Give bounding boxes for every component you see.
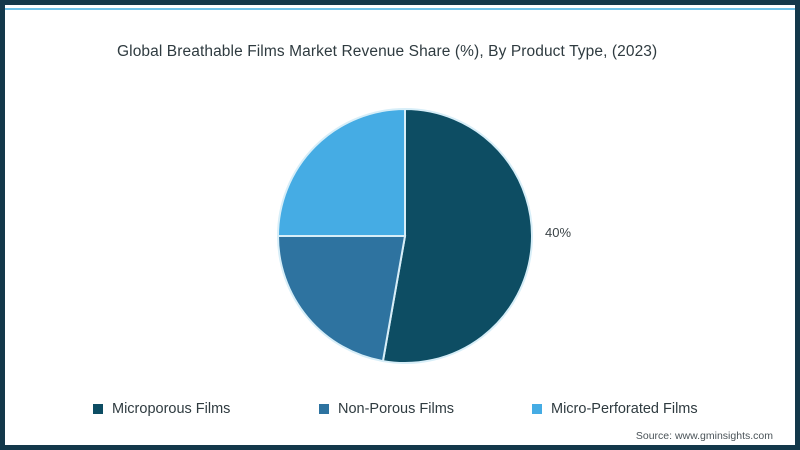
chart-legend: Microporous Films Non-Porous Films Micro…	[5, 401, 795, 421]
page-title: Global Breathable Films Market Revenue S…	[117, 43, 658, 60]
legend-item-label: Non-Porous Films	[338, 401, 455, 417]
source-attribution: Source: www.gminsights.com	[635, 430, 773, 442]
pie-chart	[5, 5, 795, 445]
slice-data-label-microporous: 40%	[545, 225, 572, 240]
legend-item-micro-perforated-films[interactable]: Micro-Perforated Films	[532, 401, 698, 417]
pie-slice-group	[277, 108, 533, 364]
legend-item-non-porous-films[interactable]: Non-Porous Films	[319, 401, 454, 417]
accent-line	[5, 8, 795, 10]
legend-item-label: Microporous Films	[112, 401, 231, 417]
pie-chart-svg	[277, 108, 533, 364]
pie-slice[interactable]	[381, 108, 533, 364]
legend-item-label: Micro-Perforated Films	[551, 401, 698, 417]
legend-item-microporous-films[interactable]: Microporous Films	[93, 401, 230, 417]
pie-slice[interactable]	[277, 108, 406, 237]
legend-swatch-icon	[93, 404, 103, 414]
pie-slice[interactable]	[277, 235, 407, 363]
legend-swatch-icon	[532, 404, 542, 414]
legend-swatch-icon	[319, 404, 329, 414]
